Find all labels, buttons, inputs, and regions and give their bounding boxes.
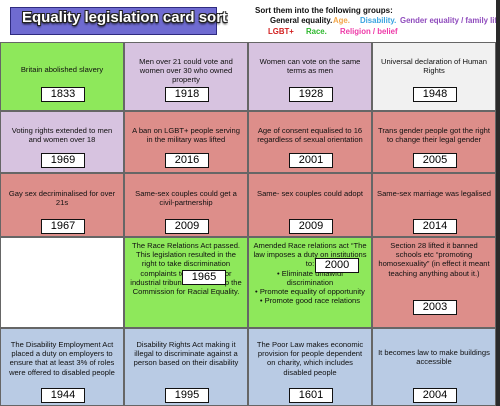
legend-lgbt: LGBT+ [268, 27, 294, 36]
card[interactable]: Voting rights extended to men and women … [0, 111, 124, 173]
card-year: 2009 [165, 219, 209, 234]
card-text: Gay sex decriminalised for over 21s [8, 189, 116, 208]
card-year: 1918 [165, 87, 209, 102]
card[interactable]: The Race Relations Act passed. This legi… [124, 237, 248, 328]
legend-general: General equality. [270, 16, 333, 25]
card-text: Same-sex couples could get a civil-partn… [135, 189, 237, 208]
card-grid: Britain abolished slavery 1833 Men over … [0, 42, 500, 406]
card[interactable]: Same-sex couples could get a civil-partn… [124, 173, 248, 237]
card[interactable]: Same-sex marriage was legalised 2014 [372, 173, 496, 237]
card-year: 1995 [165, 388, 209, 403]
card[interactable]: A ban on LGBT+ people serving in the mil… [124, 111, 248, 173]
window-edge [496, 0, 500, 406]
card[interactable]: Disability Rights Act making it illegal … [124, 328, 248, 406]
legend-religion: Religion / belief [340, 27, 398, 36]
page-title: Equality legislation card sort [22, 9, 228, 26]
card-text: Same-sex marriage was legalised [377, 189, 491, 198]
card-year: 1601 [289, 388, 333, 403]
bullet-item: • Promote equality of opportunity [255, 287, 365, 297]
card-text: The Poor Law makes economic provision fo… [256, 340, 364, 377]
card-text: Men over 21 could vote and women over 30… [139, 57, 233, 85]
card[interactable]: Men over 21 could vote and women over 30… [124, 42, 248, 111]
card-year: 2014 [413, 219, 457, 234]
card-year: 2016 [165, 153, 209, 168]
card[interactable]: The Poor Law makes economic provision fo… [248, 328, 372, 406]
card-year: 2003 [413, 300, 457, 315]
card-text-intro: Amended Race relations act “The law impo… [253, 241, 367, 269]
card[interactable]: Women can vote on the same terms as men … [248, 42, 372, 111]
card[interactable]: Section 28 lifted it banned schools etc … [372, 237, 496, 328]
card-year: 1965 [182, 270, 226, 285]
card-year: 2009 [289, 219, 333, 234]
card[interactable]: The Disability Employment Act placed a d… [0, 328, 124, 406]
card[interactable]: Trans gender people got the right to cha… [372, 111, 496, 173]
card-text: Women can vote on the same terms as men [259, 57, 361, 76]
card-year: 1928 [289, 87, 333, 102]
card-text: Britain abolished slavery [20, 65, 104, 74]
card[interactable]: Britain abolished slavery 1833 [0, 42, 124, 111]
card[interactable]: Universal declaration of Human Rights 19… [372, 42, 496, 111]
card-text: Trans gender people got the right to cha… [377, 126, 490, 145]
card-year: 2001 [289, 153, 333, 168]
card[interactable]: Amended Race relations act “The law impo… [248, 237, 372, 328]
instructions: Sort them into the following groups: [255, 6, 393, 15]
legend-gender: Gender equality / family life [400, 16, 500, 25]
card-year: 1969 [41, 153, 85, 168]
card-text: Age of consent equalised to 16 regardles… [257, 126, 363, 145]
card-text: The Race Relations Act passed. This legi… [130, 241, 242, 297]
bullet-item: • Promote good race relations [259, 296, 361, 306]
card-text: Voting rights extended to men and women … [11, 126, 113, 145]
title-box [10, 7, 217, 35]
card-text: Disability Rights Act making it illegal … [133, 340, 239, 368]
card-year: 1967 [41, 219, 85, 234]
legend-age: Age. [333, 16, 350, 25]
legend-disability: Disability. [360, 16, 397, 25]
card[interactable]: Same- sex couples could adopt 2009 [248, 173, 372, 237]
card-text: A ban on LGBT+ people serving in the mil… [132, 126, 240, 145]
card-text: Same- sex couples could adopt [257, 189, 363, 198]
card-text: It becomes law to make buildings accessi… [378, 348, 490, 367]
legend-race: Race. [306, 27, 327, 36]
card[interactable]: Gay sex decriminalised for over 21s 1967 [0, 173, 124, 237]
card-year: 1948 [413, 87, 457, 102]
card-text: The Disability Employment Act placed a d… [9, 340, 115, 377]
card-year: 1944 [41, 388, 85, 403]
card[interactable]: Age of consent equalised to 16 regardles… [248, 111, 372, 173]
card-year: 2000 [315, 258, 359, 273]
card-empty [0, 237, 124, 328]
bullet-item: • Eliminate unlawful discrimination [277, 268, 343, 287]
card-year: 2004 [413, 388, 457, 403]
card-text: Universal declaration of Human Rights [381, 57, 487, 76]
card-text: Section 28 lifted it banned schools etc … [378, 241, 490, 278]
card-year: 1833 [41, 87, 85, 102]
bullet-list: • Eliminate unlawful discrimination • Pr… [253, 269, 367, 306]
card-year: 2005 [413, 153, 457, 168]
card-text: Amended Race relations act “The law impo… [253, 241, 367, 305]
card[interactable]: It becomes law to make buildings accessi… [372, 328, 496, 406]
